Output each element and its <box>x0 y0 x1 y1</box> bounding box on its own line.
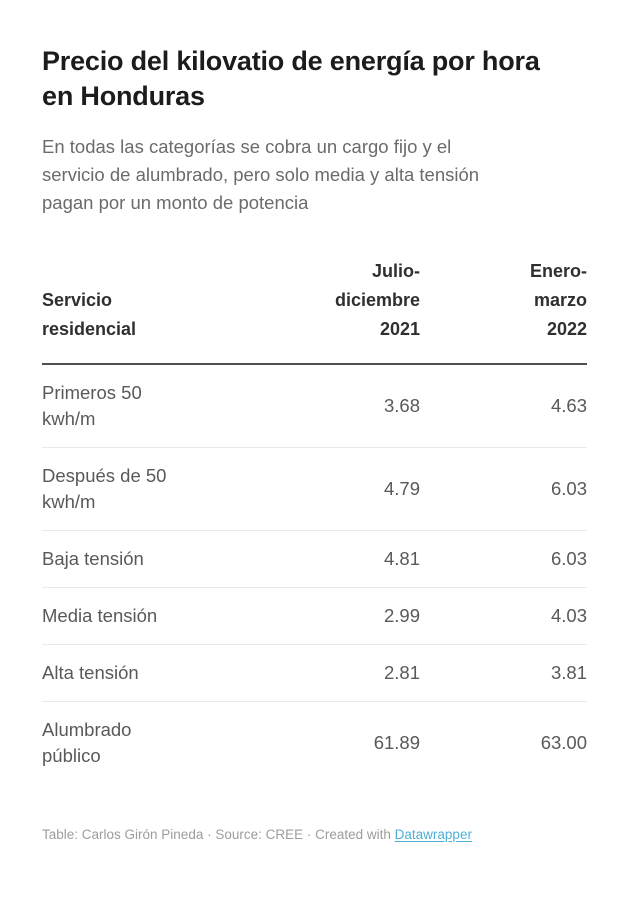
row-label: Media tensión <box>42 605 158 626</box>
table-row: Después de 50 kwh/m 4.79 6.03 <box>42 447 587 531</box>
table-body: Primeros 50 kwh/m 3.68 4.63 Después de 50 k… <box>42 364 587 784</box>
row-value: 63.00 <box>540 732 587 753</box>
row-label: Después de 50 kwh/m <box>42 465 167 512</box>
row-value: 4.63 <box>550 395 587 416</box>
table-header-row: Servicio residencial Julio- diciembre 20… <box>42 257 587 364</box>
chart-title: Precio del kilovatio de energía por hora… <box>42 46 540 111</box>
row-value: 4.79 <box>383 478 420 499</box>
row-value: 2.81 <box>383 662 420 683</box>
row-value: 3.68 <box>383 395 420 416</box>
table-header: Servicio residencial Julio- diciembre 20… <box>42 257 587 364</box>
row-value: 6.03 <box>550 548 587 569</box>
table-row: Alumbrado público 61.89 63.00 <box>42 701 587 785</box>
table-row: Media tensión 2.99 4.03 <box>42 587 587 645</box>
table-row: Baja tensión 4.81 6.03 <box>42 530 587 588</box>
row-label: Alumbrado público <box>42 719 132 766</box>
row-value: 6.03 <box>550 478 587 499</box>
table-row: Primeros 50 kwh/m 3.68 4.63 <box>42 364 587 448</box>
attribution: Table: Carlos Girón Pineda · Source: CRE… <box>42 826 587 844</box>
row-value: 4.81 <box>383 548 420 569</box>
column-header-enero-marzo-2022: Enero- marzo 2022 <box>529 261 587 339</box>
row-value: 3.81 <box>550 662 587 683</box>
data-table: Servicio residencial Julio- diciembre 20… <box>42 257 587 784</box>
attribution-text: Table: Carlos Girón Pineda · Source: CRE… <box>42 827 395 842</box>
row-value: 2.99 <box>383 605 420 626</box>
row-label: Primeros 50 kwh/m <box>42 382 142 429</box>
row-label: Alta tensión <box>42 662 139 683</box>
chart-subtitle: En todas las categorías se cobra un carg… <box>42 136 480 213</box>
chart-container: Precio del kilovatio de energía por hora… <box>42 46 587 844</box>
row-value: 4.03 <box>550 605 587 626</box>
column-header-servicio-residencial: Servicio residencial <box>42 290 137 339</box>
column-header-julio-diciembre-2021: Julio- diciembre 2021 <box>334 261 420 339</box>
row-label: Baja tensión <box>42 548 144 569</box>
row-value: 61.89 <box>373 732 420 753</box>
table-row: Alta tensión 2.81 3.81 <box>42 644 587 702</box>
datawrapper-link[interactable]: Datawrapper <box>394 827 472 842</box>
